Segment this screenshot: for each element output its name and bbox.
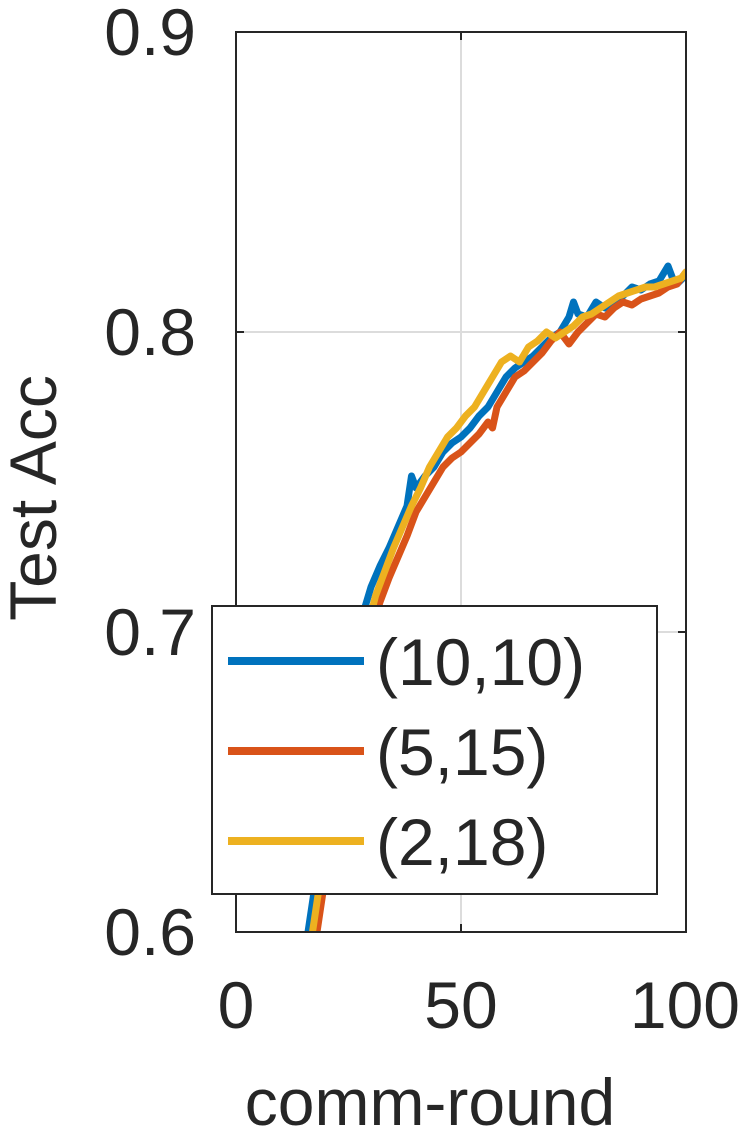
legend-label-1: (5,15): [376, 715, 548, 789]
legend-label-2: (2,18): [376, 805, 548, 879]
series-layer: [304, 262, 686, 932]
x-tick-label: 0: [218, 968, 255, 1042]
series-line-2: [309, 268, 686, 932]
y-tick-label: 0.6: [104, 895, 196, 969]
series-line-1: [313, 268, 686, 932]
x-axis-label: comm-round: [245, 1065, 615, 1130]
y-tick-label: 0.7: [104, 595, 196, 669]
legend-label-0: (10,10): [376, 625, 585, 699]
x-tick-label: 100: [630, 968, 740, 1042]
y-axis-label: Test Acc: [0, 375, 70, 621]
x-tick-label: 50: [424, 968, 497, 1042]
ticks: 0 50 100 0.6 0.7 0.8 0.9: [104, 0, 740, 1042]
y-tick-label: 0.9: [104, 0, 196, 69]
y-tick-label: 0.8: [104, 295, 196, 369]
legend: (10,10) (5,15) (2,18): [211, 605, 658, 895]
